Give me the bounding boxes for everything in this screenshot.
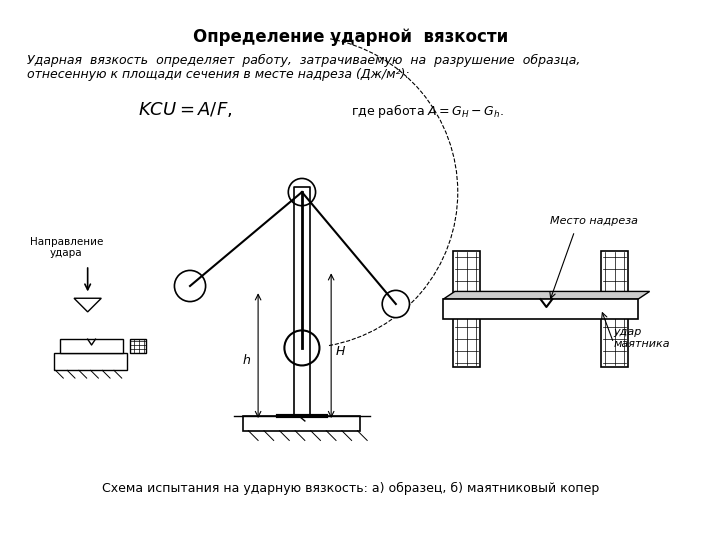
Text: отнесенную к площади сечения в месте надреза (Дж/м²):: отнесенную к площади сечения в месте над… (27, 69, 410, 82)
Polygon shape (444, 299, 638, 319)
Text: удар
маятника: удар маятника (613, 327, 670, 349)
Circle shape (174, 271, 206, 301)
Text: Схема испытания на ударную вязкость: а) образец, б) маятниковый копер: Схема испытания на ударную вязкость: а) … (102, 482, 599, 495)
Text: Ударная  вязкость  определяет  работу,  затрачиваемую  на  разрушение  образца,: Ударная вязкость определяет работу, затр… (27, 54, 580, 67)
Text: Направление
удара: Направление удара (30, 237, 103, 258)
Text: h: h (243, 354, 251, 367)
Polygon shape (453, 251, 480, 367)
Circle shape (284, 330, 320, 366)
Polygon shape (53, 353, 127, 370)
Polygon shape (74, 298, 102, 312)
Text: где работа $A = G_H - G_h.$: где работа $A = G_H - G_h.$ (351, 102, 503, 119)
Text: Место надреза: Место надреза (550, 217, 639, 226)
Polygon shape (601, 251, 629, 367)
Text: $KCU = A/F,$: $KCU = A/F,$ (138, 99, 233, 119)
Polygon shape (60, 339, 122, 353)
Text: H: H (336, 345, 346, 357)
Polygon shape (444, 292, 649, 299)
Polygon shape (130, 339, 146, 353)
Polygon shape (243, 416, 361, 431)
Circle shape (288, 178, 315, 206)
Circle shape (382, 291, 410, 318)
Text: Определение ударной  вязкости: Определение ударной вязкости (193, 29, 508, 46)
